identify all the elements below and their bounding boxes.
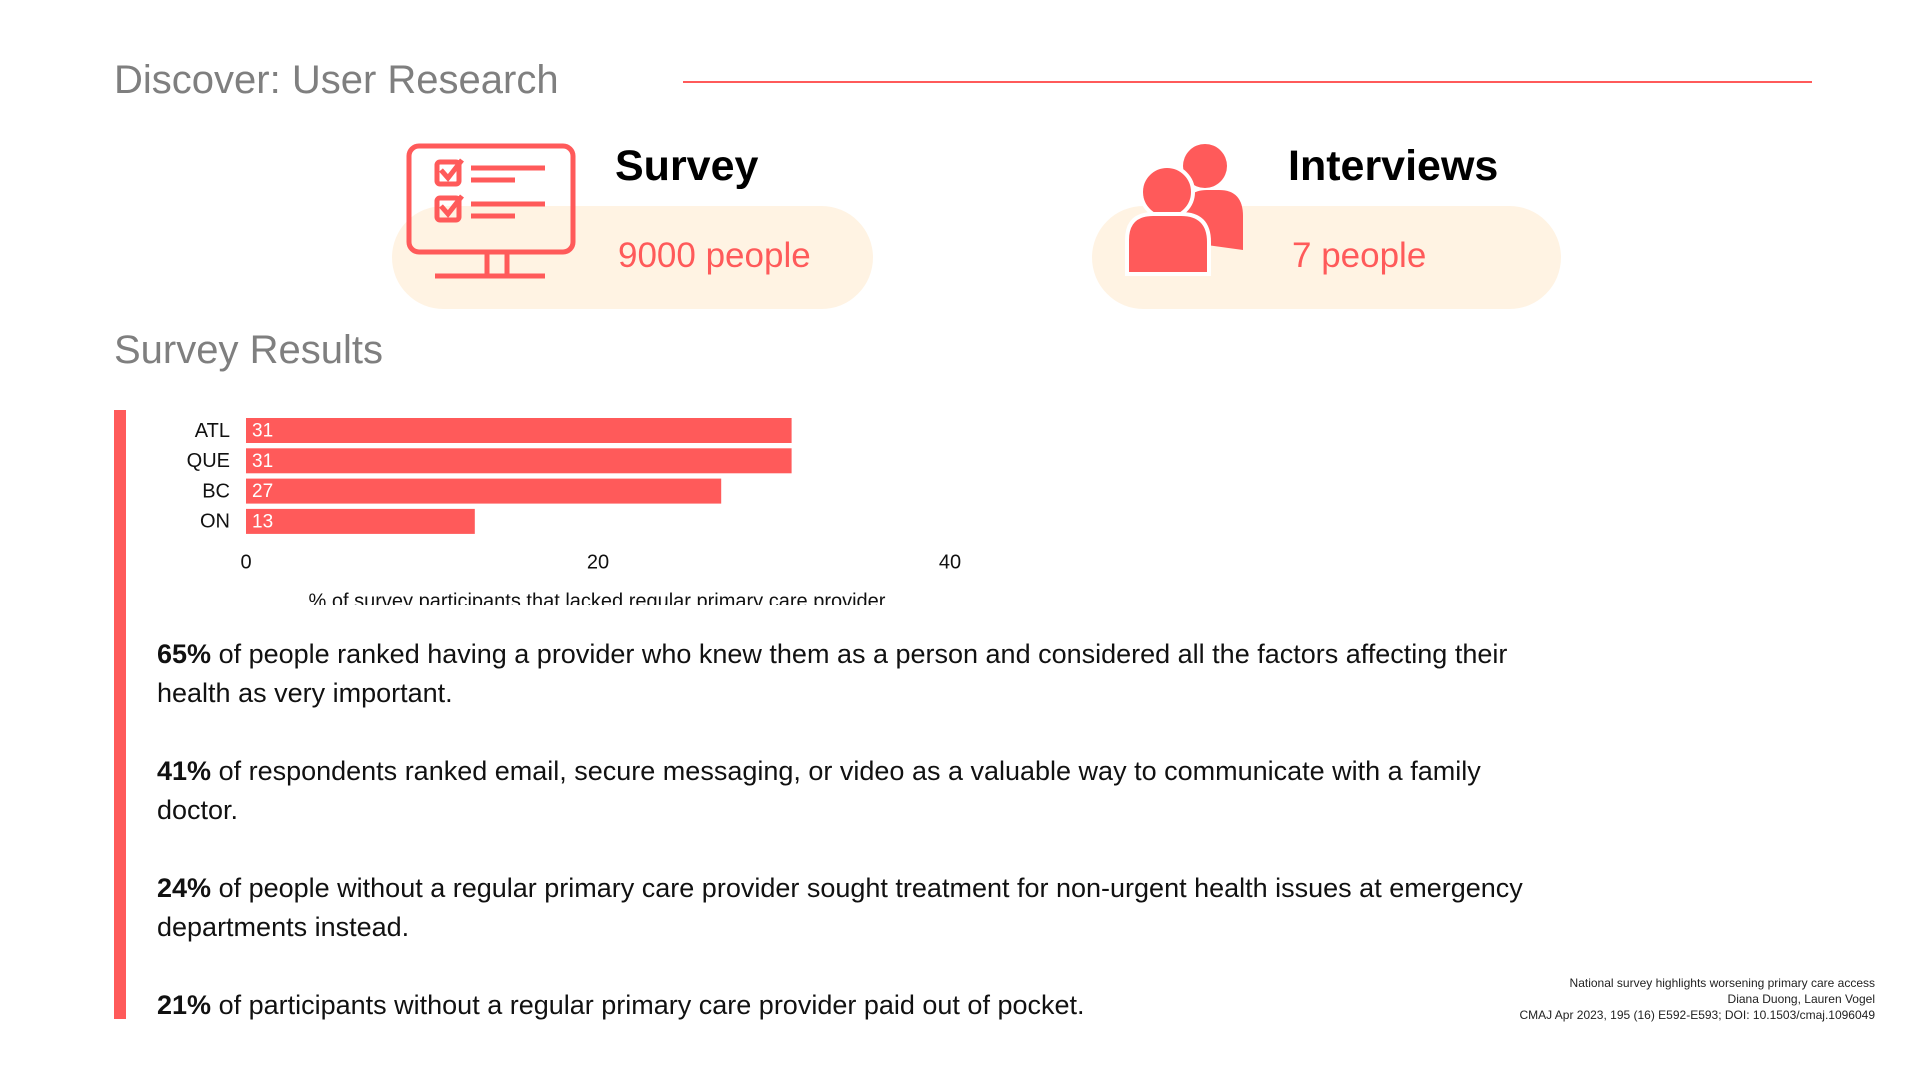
interviews-count: 7 people — [1292, 236, 1427, 275]
finding-text: of participants without a regular primar… — [218, 990, 1085, 1020]
finding-text: of people without a regular primary care… — [157, 873, 1523, 942]
findings: 65% of people ranked having a provider w… — [157, 635, 1557, 1064]
value-label: 13 — [252, 511, 273, 532]
finding-text: of respondents ranked email, secure mess… — [157, 756, 1481, 825]
x-tick-label: 20 — [587, 551, 609, 573]
y-tick-label: QUE — [187, 450, 230, 472]
survey-icon — [406, 143, 576, 279]
citation-line: National survey highlights worsening pri… — [1569, 976, 1875, 990]
x-tick-label: 40 — [939, 551, 961, 573]
finding-highlight: 21% — [157, 990, 212, 1020]
interviews-icon — [1125, 144, 1243, 276]
value-label: 31 — [252, 421, 273, 442]
bar — [246, 448, 792, 474]
bar — [246, 508, 475, 534]
finding: 65% of people ranked having a provider w… — [157, 635, 1557, 713]
finding-highlight: 41% — [157, 756, 212, 786]
finding: 41% of respondents ranked email, secure … — [157, 752, 1557, 830]
x-tick-label: 0 — [240, 551, 251, 573]
accent-bar — [114, 410, 126, 1019]
y-tick-label: ATL — [195, 420, 230, 442]
value-label: 31 — [252, 451, 273, 472]
finding: 21% of participants without a regular pr… — [157, 986, 1557, 1025]
y-tick-label: BC — [202, 480, 230, 502]
bar — [246, 418, 792, 443]
finding-highlight: 65% — [157, 639, 212, 669]
x-axis-label: % of survey participants that lacked reg… — [309, 590, 886, 605]
citation-line: CMAJ Apr 2023, 195 (16) E592-E593; DOI: … — [1519, 1008, 1875, 1022]
citation-line: Diana Duong, Lauren Vogel — [1727, 992, 1875, 1006]
citation: National survey highlights worsening pri… — [1519, 975, 1875, 1023]
interviews-title: Interviews — [1288, 142, 1499, 190]
finding-text: of people ranked having a provider who k… — [157, 639, 1508, 708]
survey-title: Survey — [615, 142, 759, 190]
survey-pill — [392, 206, 873, 309]
chart: 0 20 40 % of survey participants that lacke… — [187, 418, 961, 605]
survey-count: 9000 people — [618, 236, 811, 275]
value-label: 27 — [252, 481, 273, 502]
finding-highlight: 24% — [157, 873, 212, 903]
divider — [683, 81, 1812, 83]
bar — [246, 478, 722, 504]
section-title: Survey Results — [114, 328, 383, 372]
finding: 24% of people without a regular primary … — [157, 869, 1557, 947]
y-tick-label: ON — [200, 511, 230, 533]
page-title: Discover: User Research — [114, 58, 559, 102]
